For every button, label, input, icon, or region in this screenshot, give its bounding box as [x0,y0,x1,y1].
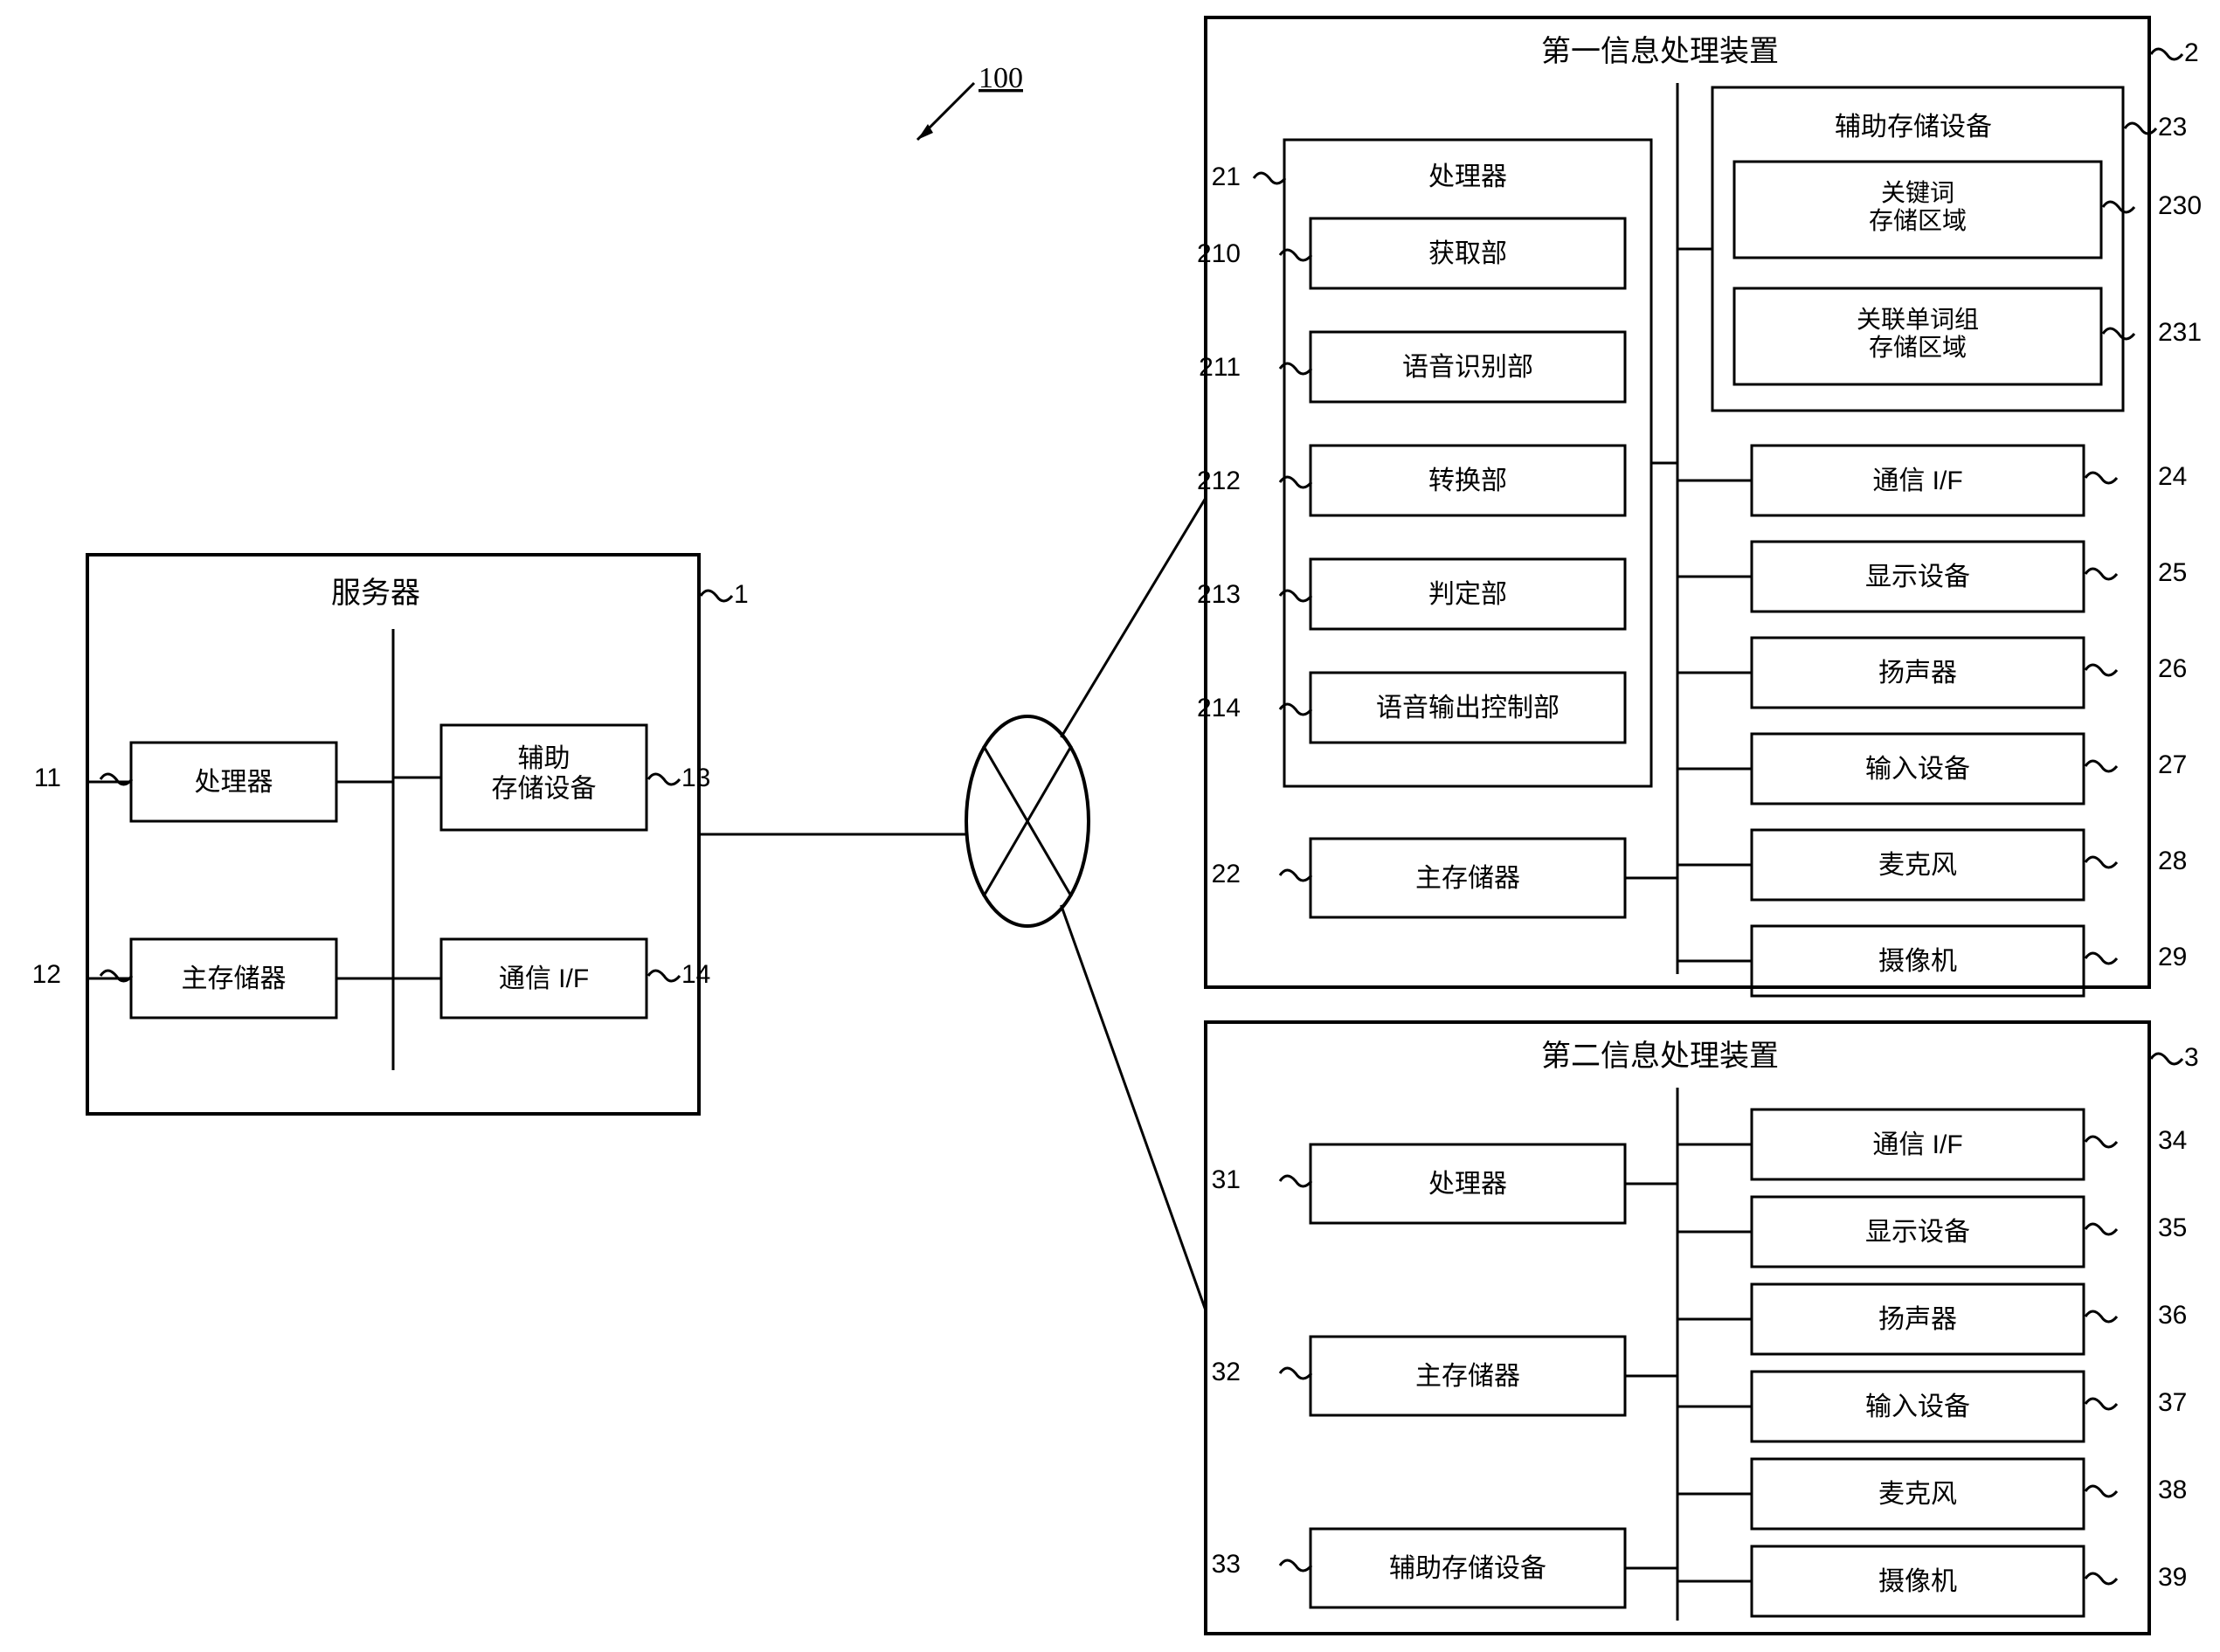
svg-text:服务器: 服务器 [331,577,420,610]
svg-text:13: 13 [681,764,710,792]
svg-text:31: 31 [1212,1165,1241,1194]
svg-text:摄像机: 摄像机 [1878,947,1957,976]
svg-text:100: 100 [979,62,1023,94]
svg-text:1: 1 [734,580,749,609]
svg-text:22: 22 [1212,860,1241,888]
svg-text:210: 210 [1197,239,1241,268]
svg-text:通信 I/F: 通信 I/F [499,964,589,993]
svg-text:212: 212 [1197,467,1241,495]
svg-text:11: 11 [34,764,61,792]
svg-text:14: 14 [681,960,710,989]
svg-text:辅助存储设备: 辅助存储设备 [492,744,597,804]
svg-text:230: 230 [2158,191,2202,220]
svg-text:关键词存储区域: 关键词存储区域 [1869,179,1967,234]
svg-text:33: 33 [1212,1550,1241,1579]
svg-text:麦克风: 麦克风 [1878,851,1957,880]
svg-text:214: 214 [1197,694,1241,722]
svg-text:处理器: 处理器 [195,768,273,797]
svg-text:第一信息处理装置: 第一信息处理装置 [1541,35,1779,68]
svg-text:第二信息处理装置: 第二信息处理装置 [1541,1040,1779,1073]
svg-text:32: 32 [1212,1358,1241,1386]
svg-text:关联单词组存储区域: 关联单词组存储区域 [1857,306,1979,361]
svg-text:35: 35 [2158,1213,2187,1242]
svg-text:转换部: 转换部 [1428,467,1507,495]
svg-text:28: 28 [2158,847,2187,875]
svg-text:23: 23 [2158,113,2187,142]
svg-text:获取部: 获取部 [1428,239,1507,268]
svg-text:27: 27 [2158,750,2187,779]
svg-text:辅助存储设备: 辅助存储设备 [1835,113,1992,142]
svg-text:主存储器: 主存储器 [1415,864,1520,893]
svg-text:主存储器: 主存储器 [1415,1362,1520,1391]
svg-text:麦克风: 麦克风 [1878,1480,1957,1509]
svg-text:24: 24 [2158,462,2187,491]
svg-text:摄像机: 摄像机 [1878,1567,1957,1596]
svg-text:显示设备: 显示设备 [1865,1218,1970,1247]
svg-text:扬声器: 扬声器 [1878,1305,1957,1334]
svg-text:2: 2 [2184,38,2199,67]
svg-text:输入设备: 输入设备 [1865,1393,1970,1421]
svg-text:39: 39 [2158,1563,2187,1592]
svg-text:扬声器: 扬声器 [1878,659,1957,688]
svg-text:34: 34 [2158,1126,2187,1155]
svg-text:21: 21 [1212,162,1241,191]
svg-text:辅助存储设备: 辅助存储设备 [1389,1554,1546,1583]
svg-text:显示设备: 显示设备 [1865,563,1970,591]
svg-text:3: 3 [2184,1043,2199,1072]
svg-text:处理器: 处理器 [1428,1170,1507,1199]
system-block-diagram: 100 服务器 1 处理器 11 主存储器 12 辅助存储设备 13 通信 I/F 14 第一信息处… [0,0,2220,1652]
svg-text:25: 25 [2158,558,2187,587]
svg-text:语音识别部: 语音识别部 [1402,353,1533,382]
svg-text:26: 26 [2158,654,2187,683]
svg-text:213: 213 [1197,580,1241,609]
svg-text:29: 29 [2158,943,2187,971]
svg-text:处理器: 处理器 [1428,162,1507,191]
svg-text:输入设备: 输入设备 [1865,755,1970,784]
svg-text:通信 I/F: 通信 I/F [1872,467,1962,495]
svg-text:38: 38 [2158,1476,2187,1504]
svg-text:主存储器: 主存储器 [182,964,287,993]
system-ref: 100 [917,62,1023,140]
svg-text:211: 211 [1199,353,1241,382]
svg-text:12: 12 [32,960,61,989]
svg-text:37: 37 [2158,1388,2187,1417]
svg-text:231: 231 [2158,318,2202,347]
svg-text:语音输出控制部: 语音输出控制部 [1376,694,1560,722]
svg-text:判定部: 判定部 [1428,580,1507,609]
svg-text:36: 36 [2158,1301,2187,1330]
svg-text:通信 I/F: 通信 I/F [1872,1130,1962,1159]
